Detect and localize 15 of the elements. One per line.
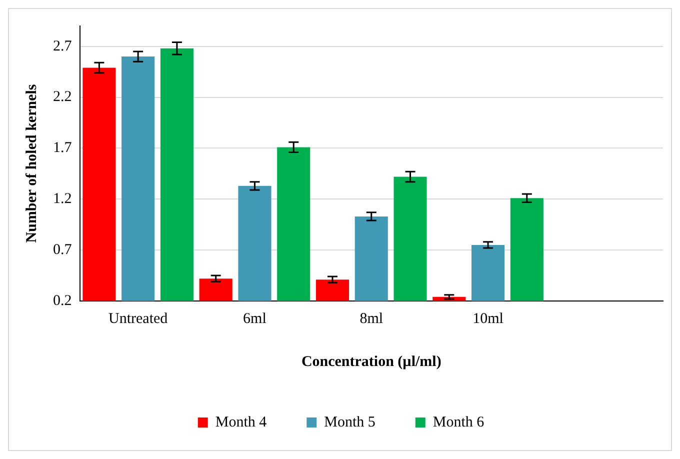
x-tick-label: 10ml xyxy=(472,310,504,327)
y-tick-label: 0.7 xyxy=(53,242,72,258)
y-tick-label: 1.2 xyxy=(53,191,72,208)
x-tick-label: 6ml xyxy=(243,310,266,327)
y-tick-label: 1.7 xyxy=(53,140,72,156)
legend-label: Month 4 xyxy=(215,414,268,430)
y-axis-title: Number of holed kernels xyxy=(24,84,40,243)
legend-label: Month 5 xyxy=(324,414,376,430)
legend-label: Month 6 xyxy=(432,414,485,430)
x-axis-title: Concentration (µl/ml) xyxy=(301,354,442,370)
x-tick-label: 8ml xyxy=(360,310,384,327)
y-tick-label: 0.2 xyxy=(53,292,72,309)
y-tick-label: 2.7 xyxy=(53,38,72,54)
x-tick-label: Untreated xyxy=(108,310,168,327)
y-tick-label: 2.2 xyxy=(53,89,72,106)
